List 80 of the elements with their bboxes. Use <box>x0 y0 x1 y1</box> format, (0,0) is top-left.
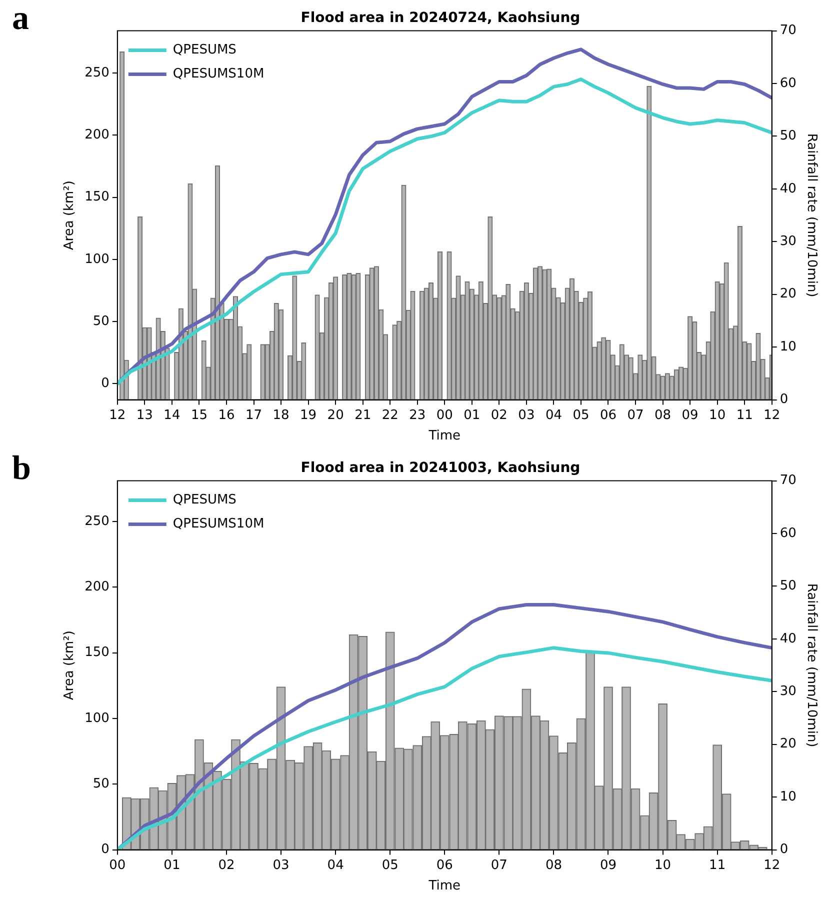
x-tick-label: 14 <box>164 408 180 423</box>
y-tick-label: 0 <box>101 842 110 858</box>
y2-axis-title: Rainfall rate (mm/10min) <box>804 583 819 748</box>
x-tick-label: 12 <box>109 408 126 423</box>
x-tick-label: 10 <box>709 408 726 423</box>
x-tick-label: 12 <box>764 408 780 423</box>
x-tick-label: 02 <box>490 408 508 423</box>
x-tick-label: 12 <box>764 858 780 873</box>
y-tick-label: 250 <box>84 65 110 80</box>
x-tick-label: 09 <box>600 858 617 873</box>
x-tick-label: 06 <box>600 408 617 423</box>
y2-tick-label: 0 <box>780 392 788 408</box>
y-tick-label: 250 <box>84 514 110 529</box>
x-tick-label: 21 <box>354 408 372 423</box>
y2-tick-label: 30 <box>780 234 796 250</box>
x-tick-label: 06 <box>436 858 453 873</box>
y-axis-title: Area (km²) <box>62 630 78 700</box>
x-tick-label: 13 <box>136 408 153 423</box>
y2-tick-label: 70 <box>780 473 796 488</box>
x-tick-label: 05 <box>572 408 590 423</box>
text: a <box>12 0 29 37</box>
y-axis-title: Area (km²) <box>62 180 78 250</box>
y-tick-label: 100 <box>84 252 110 267</box>
y-tick-label: 200 <box>84 580 110 595</box>
y2-tick-label: 40 <box>780 631 796 646</box>
y2-tick-label: 20 <box>780 286 796 302</box>
y2-tick-label: 30 <box>780 684 796 700</box>
chart-title: Flood area in 20240724, Kaohsiung <box>300 10 580 26</box>
y-tick-label: 0 <box>101 376 110 392</box>
x-tick-label: 17 <box>245 408 262 423</box>
legend-label: QPESUMS10M <box>172 516 264 532</box>
x-tick-label: 07 <box>490 858 508 873</box>
x-tick-label: 04 <box>545 408 562 423</box>
x-tick-label: 09 <box>682 408 698 423</box>
y2-axis-title: Rainfall rate (mm/10min) <box>804 133 819 298</box>
y-tick-label: 150 <box>84 645 110 660</box>
y2-tick-label: 10 <box>780 339 796 354</box>
x-tick-label: 10 <box>654 858 672 873</box>
x-tick-label: 16 <box>218 408 235 423</box>
x-tick-label: 11 <box>736 408 753 423</box>
x-axis-title: Time <box>428 428 461 444</box>
y-tick-label: 150 <box>84 190 110 205</box>
y2-tick-label: 60 <box>780 526 796 541</box>
x-tick-label: 08 <box>654 408 672 423</box>
x-tick-label: 20 <box>327 408 344 423</box>
x-tick-label: 18 <box>272 408 290 423</box>
y2-tick-label: 20 <box>780 736 796 752</box>
x-tick-label: 22 <box>382 408 398 423</box>
legend-label: QPESUMS <box>172 42 236 58</box>
x-tick-label: 01 <box>164 858 180 873</box>
legend-label: QPESUMS10M <box>172 66 264 82</box>
x-tick-label: 00 <box>436 408 453 423</box>
x-tick-label: 19 <box>300 408 317 423</box>
x-tick-label: 23 <box>409 408 426 423</box>
y-tick-label: 200 <box>84 128 110 143</box>
x-tick-label: 04 <box>327 858 344 873</box>
y2-tick-label: 0 <box>780 842 788 858</box>
y2-tick-label: 60 <box>780 76 796 91</box>
x-tick-label: 01 <box>464 408 480 423</box>
y2-tick-label: 50 <box>780 578 796 594</box>
y2-tick-label: 10 <box>780 789 796 804</box>
x-tick-label: 05 <box>382 858 398 873</box>
y2-tick-label: 50 <box>780 128 796 144</box>
x-tick-label: 00 <box>109 858 126 873</box>
x-tick-label: 15 <box>190 408 208 423</box>
y2-tick-label: 70 <box>780 23 796 38</box>
x-tick-label: 03 <box>272 858 290 873</box>
x-tick-label: 11 <box>709 858 726 873</box>
x-tick-label: 02 <box>218 858 235 873</box>
x-tick-label: 03 <box>518 408 535 423</box>
x-tick-label: 08 <box>545 858 562 873</box>
text: b <box>12 450 31 487</box>
legend-label: QPESUMS <box>172 492 236 508</box>
y-tick-label: 50 <box>92 776 110 792</box>
x-axis-title: Time <box>428 878 461 894</box>
x-tick-label: 07 <box>627 408 644 423</box>
chart-title: Flood area in 20241003, Kaohsiung <box>300 460 580 476</box>
y-tick-label: 100 <box>84 710 110 726</box>
y2-tick-label: 40 <box>780 181 796 196</box>
y-tick-label: 50 <box>92 314 110 329</box>
